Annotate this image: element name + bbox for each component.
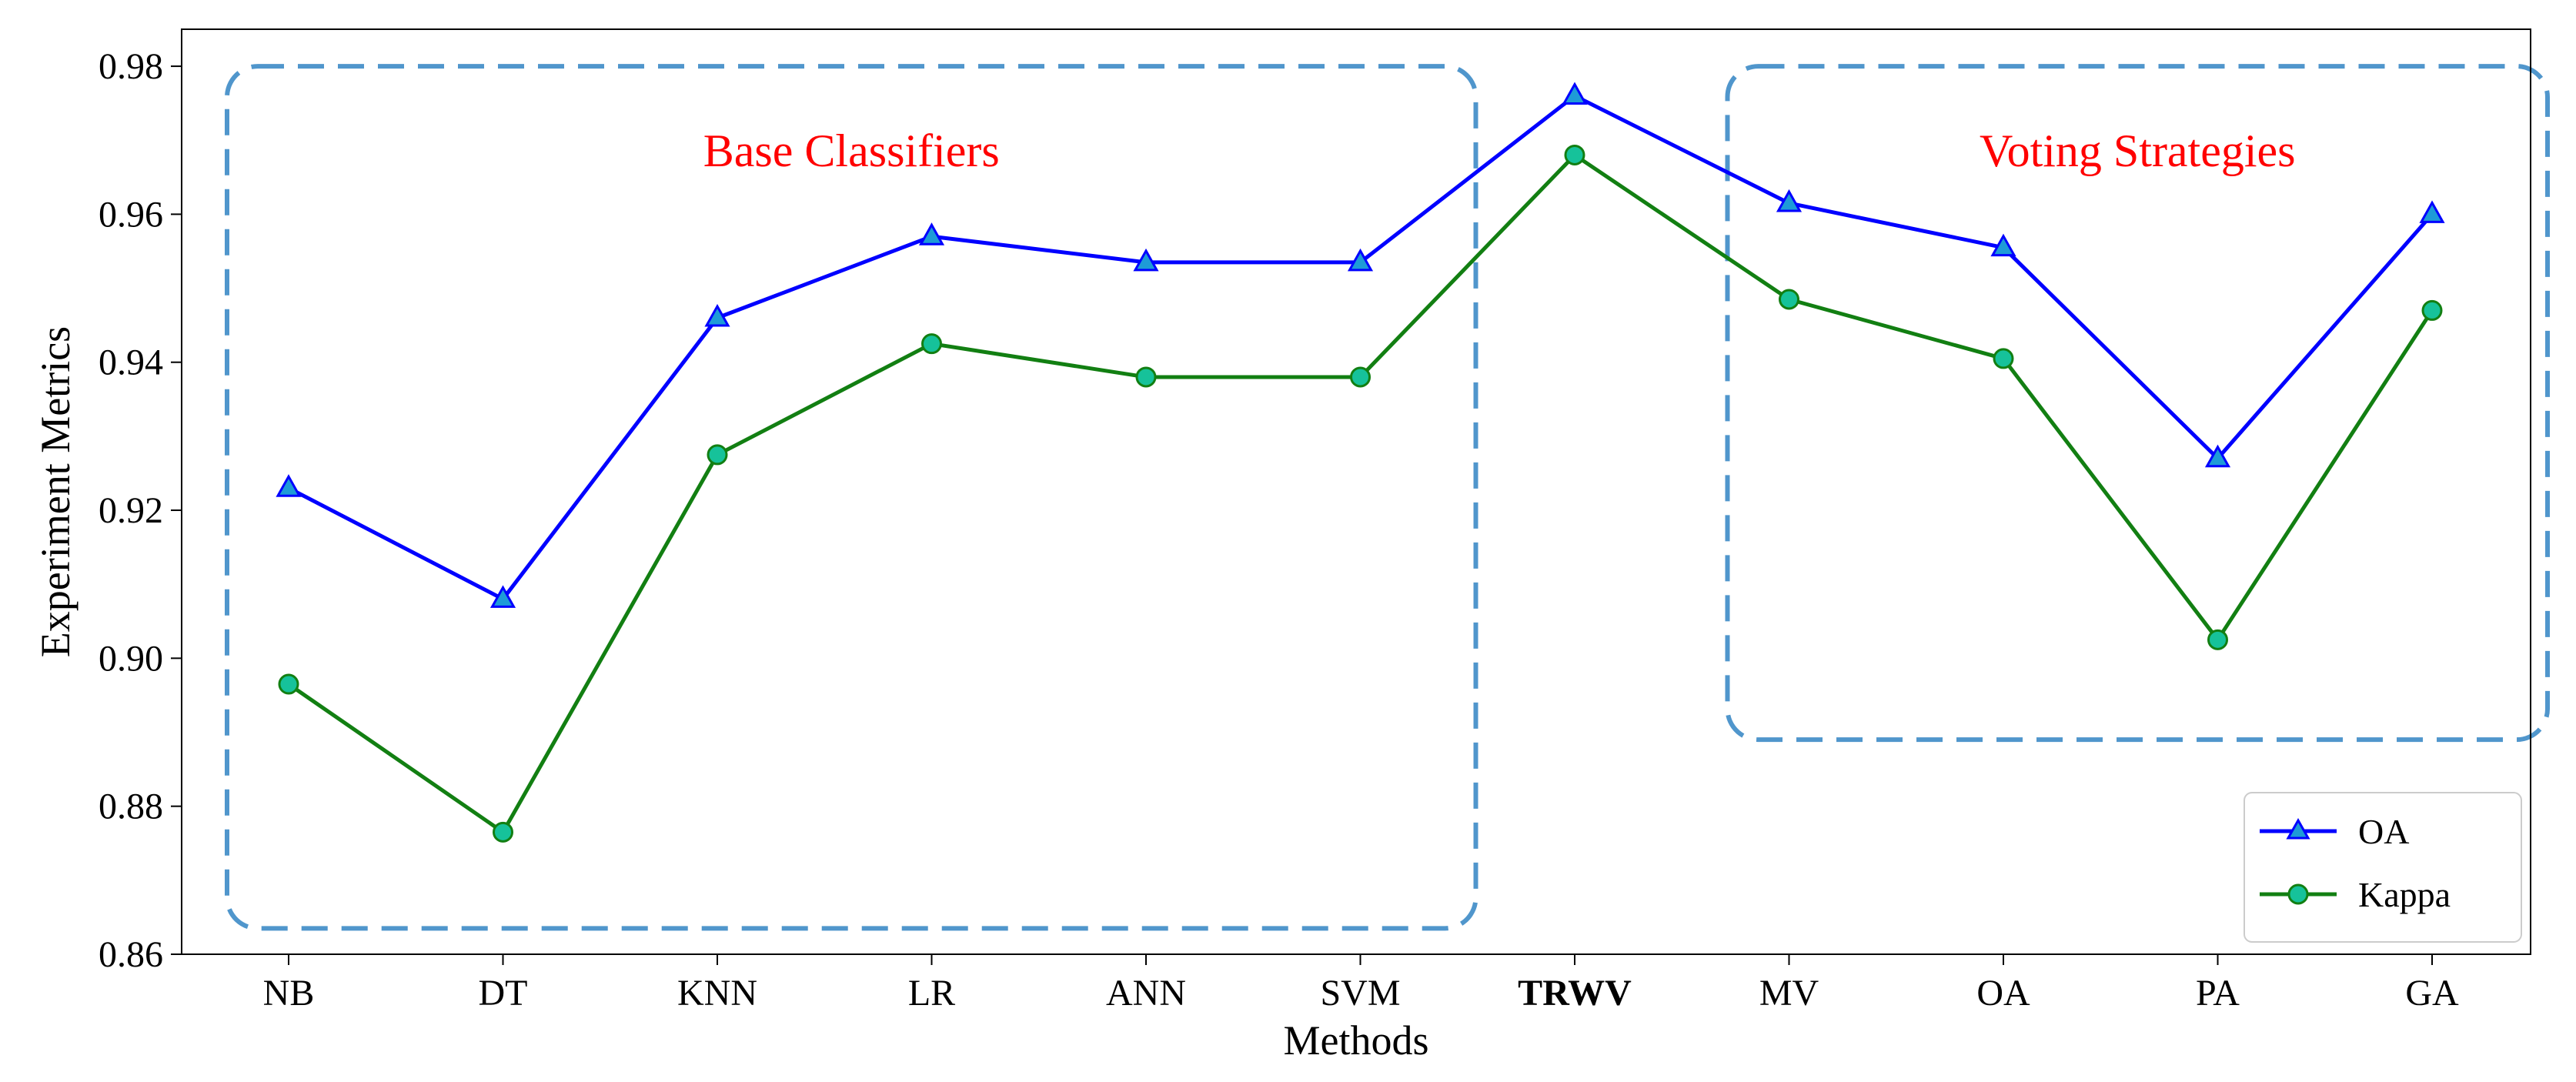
y-tick-label-4: 0.94: [99, 342, 163, 383]
point-kappa-trwv: [1564, 144, 1585, 165]
x-tick-label-pa: PA: [2196, 973, 2240, 1014]
y-tick-label-1: 0.88: [99, 786, 163, 827]
data-series: [276, 82, 2445, 843]
x-tick-label-oa: OA: [1976, 973, 2030, 1014]
y-tick-label-3: 0.92: [99, 490, 163, 531]
point-kappa-knn: [707, 444, 728, 466]
point-kappa-pa: [2207, 629, 2228, 650]
x-tick-label-mv: MV: [1759, 973, 1819, 1014]
legend: OA Kappa: [2244, 792, 2522, 943]
x-tick-label-knn: KNN: [677, 973, 757, 1014]
x-tick-label-svm: SVM: [1320, 973, 1400, 1014]
point-kappa-svm: [1350, 366, 1371, 388]
legend-kappa-marker: [2287, 883, 2309, 905]
point-kappa-ann: [1135, 366, 1157, 388]
region-box-1: [1725, 64, 2550, 743]
point-oa-svm: [1347, 248, 1374, 272]
point-oa-pa: [2204, 444, 2231, 468]
point-oa-lr: [918, 222, 945, 245]
point-kappa-nb: [278, 673, 299, 695]
point-kappa-ga: [2421, 299, 2443, 321]
point-oa-ga: [2419, 200, 2445, 223]
x-tick-label-lr: LR: [908, 973, 955, 1014]
legend-oa-marker: [2286, 817, 2310, 840]
point-oa-dt: [489, 585, 516, 608]
y-tick-label-0: 0.86: [99, 934, 163, 975]
point-oa-mv: [1776, 189, 1803, 212]
point-oa-ann: [1133, 248, 1159, 272]
y-tick-label-5: 0.96: [99, 194, 163, 235]
y-axis-ticks: 0.86 0.88 0.90 0.92 0.94 0.96 0.98: [99, 46, 182, 975]
region-boxes: Base Classifiers Voting Strategies: [225, 64, 2550, 931]
x-tick-label-nb: NB: [263, 973, 315, 1014]
y-axis-title: Experiment Metrics: [32, 326, 79, 657]
x-tick-label-dt: DT: [479, 973, 528, 1014]
x-axis-ticks: NB DT KNN LR ANN SVM TRWV MV OA PA GA: [263, 954, 2459, 1014]
x-tick-label-trwv: TRWV: [1518, 973, 1632, 1014]
point-oa-knn: [704, 303, 730, 327]
point-oa-oa: [1990, 233, 2016, 257]
point-kappa-oa: [1993, 348, 2014, 369]
legend-oa-label: OA: [2358, 812, 2409, 851]
point-kappa-dt: [493, 821, 513, 843]
region-label-1: Voting Strategies: [1980, 125, 2296, 176]
x-axis-title: Methods: [1284, 1017, 1429, 1064]
point-oa-nb: [276, 474, 302, 497]
point-oa-trwv: [1562, 82, 1588, 105]
x-tick-label-ann: ANN: [1106, 973, 1186, 1014]
point-kappa-mv: [1779, 289, 1799, 310]
region-label-0: Base Classifiers: [703, 125, 1000, 176]
x-tick-label-ga: GA: [2405, 973, 2459, 1014]
legend-kappa-label: Kappa: [2358, 875, 2451, 914]
point-kappa-lr: [921, 333, 942, 355]
plot-frame: [181, 28, 2531, 955]
y-tick-label-6: 0.98: [99, 46, 163, 87]
y-tick-label-2: 0.90: [99, 638, 163, 679]
